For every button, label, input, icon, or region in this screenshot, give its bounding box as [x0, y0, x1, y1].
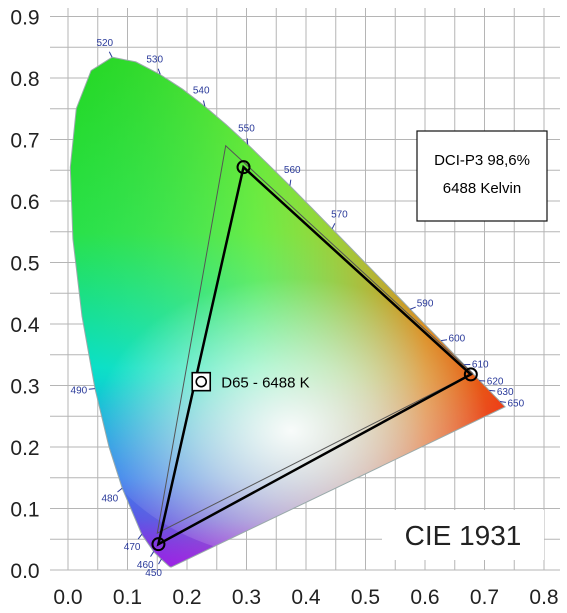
wavelength-label: 650 [507, 399, 524, 410]
wavelength-label: 520 [96, 38, 113, 49]
wavelength-label: 570 [331, 209, 348, 220]
wavelength-label: 480 [101, 493, 118, 504]
wavelength-label: 450 [145, 568, 162, 579]
y-tick-label: 0.3 [10, 376, 39, 399]
title-box: CIE 1931 [382, 510, 544, 560]
wavelength-tick [202, 100, 206, 107]
info-box: DCI-P3 98,6% 6488 Kelvin [416, 130, 548, 222]
white-point-circle [195, 375, 208, 388]
gamut-vertex [151, 537, 166, 552]
y-tick-label: 0.2 [10, 437, 39, 460]
x-tick-label: 0.7 [470, 586, 499, 609]
gamut-vertices [151, 160, 478, 552]
wavelength-label: 550 [238, 123, 255, 134]
wavelength-label: 610 [472, 359, 489, 370]
wavelength-label: 600 [449, 333, 466, 344]
x-tick-label: 0.5 [351, 586, 380, 609]
reference-triangle [156, 144, 474, 534]
wavelength-label: 530 [146, 54, 163, 65]
wavelength-tick [440, 339, 448, 342]
x-tick-label: 0.6 [410, 586, 439, 609]
wavelength-label: 630 [497, 387, 514, 398]
x-tick-label: 0.2 [172, 586, 201, 609]
wavelength-tick [289, 179, 292, 186]
wavelength-label: 620 [487, 377, 504, 388]
y-tick-label: 0.6 [10, 191, 39, 214]
wavelength-tick [489, 389, 496, 392]
wavelength-tick [409, 306, 416, 310]
chart-title: CIE 1931 [405, 520, 522, 551]
x-tick-label: 0.4 [291, 586, 321, 609]
white-point-square [191, 371, 212, 392]
y-axis-ticks: 0.0 0.1 0.2 0.3 0.4 0.5 0.6 0.7 0.8 0.9 [10, 7, 40, 584]
x-axis-ticks: 0.0 0.1 0.2 0.3 0.4 0.5 0.6 0.7 0.8 [53, 586, 558, 609]
wavelength-label: 540 [193, 86, 210, 97]
y-tick-label: 0.9 [10, 7, 39, 30]
y-tick-label: 0.7 [10, 130, 39, 153]
y-tick-label: 0.5 [10, 253, 39, 276]
white-point-marker: D65 - 6488 K [191, 371, 310, 392]
gamut-triangle [156, 164, 473, 547]
wavelength-tick [137, 534, 143, 540]
gamut-vertex [463, 367, 478, 382]
y-tick-label: 0.4 [10, 314, 40, 337]
x-tick-label: 0.1 [113, 586, 142, 609]
x-tick-label: 0.8 [529, 586, 558, 609]
spectral-locus [69, 56, 506, 568]
wavelength-label: 470 [124, 542, 141, 553]
wavelength-tick [158, 558, 162, 565]
y-tick-label: 0.0 [10, 560, 39, 583]
wavelength-tick [88, 388, 95, 390]
info-box-line1: DCI-P3 98,6% [434, 152, 530, 169]
white-point-label: D65 - 6488 K [221, 375, 309, 392]
wavelength-tick [499, 400, 506, 403]
wavelength-label: 460 [137, 560, 154, 571]
wavelength-tick [108, 51, 113, 58]
wavelength-label: 560 [284, 165, 301, 176]
wavelength-label: 590 [417, 299, 434, 310]
y-tick-label: 0.8 [10, 68, 39, 91]
wavelength-tick [150, 551, 155, 557]
y-tick-label: 0.1 [10, 499, 39, 522]
wavelength-tick [331, 223, 336, 229]
x-tick-label: 0.0 [53, 586, 82, 609]
wavelength-tick [157, 68, 161, 75]
wavelength-tick [117, 487, 123, 493]
gamut-vertex [236, 160, 251, 175]
info-box-line2: 6488 Kelvin [443, 180, 521, 197]
wavelength-label: 490 [71, 386, 88, 397]
x-tick-label: 0.3 [232, 586, 261, 609]
